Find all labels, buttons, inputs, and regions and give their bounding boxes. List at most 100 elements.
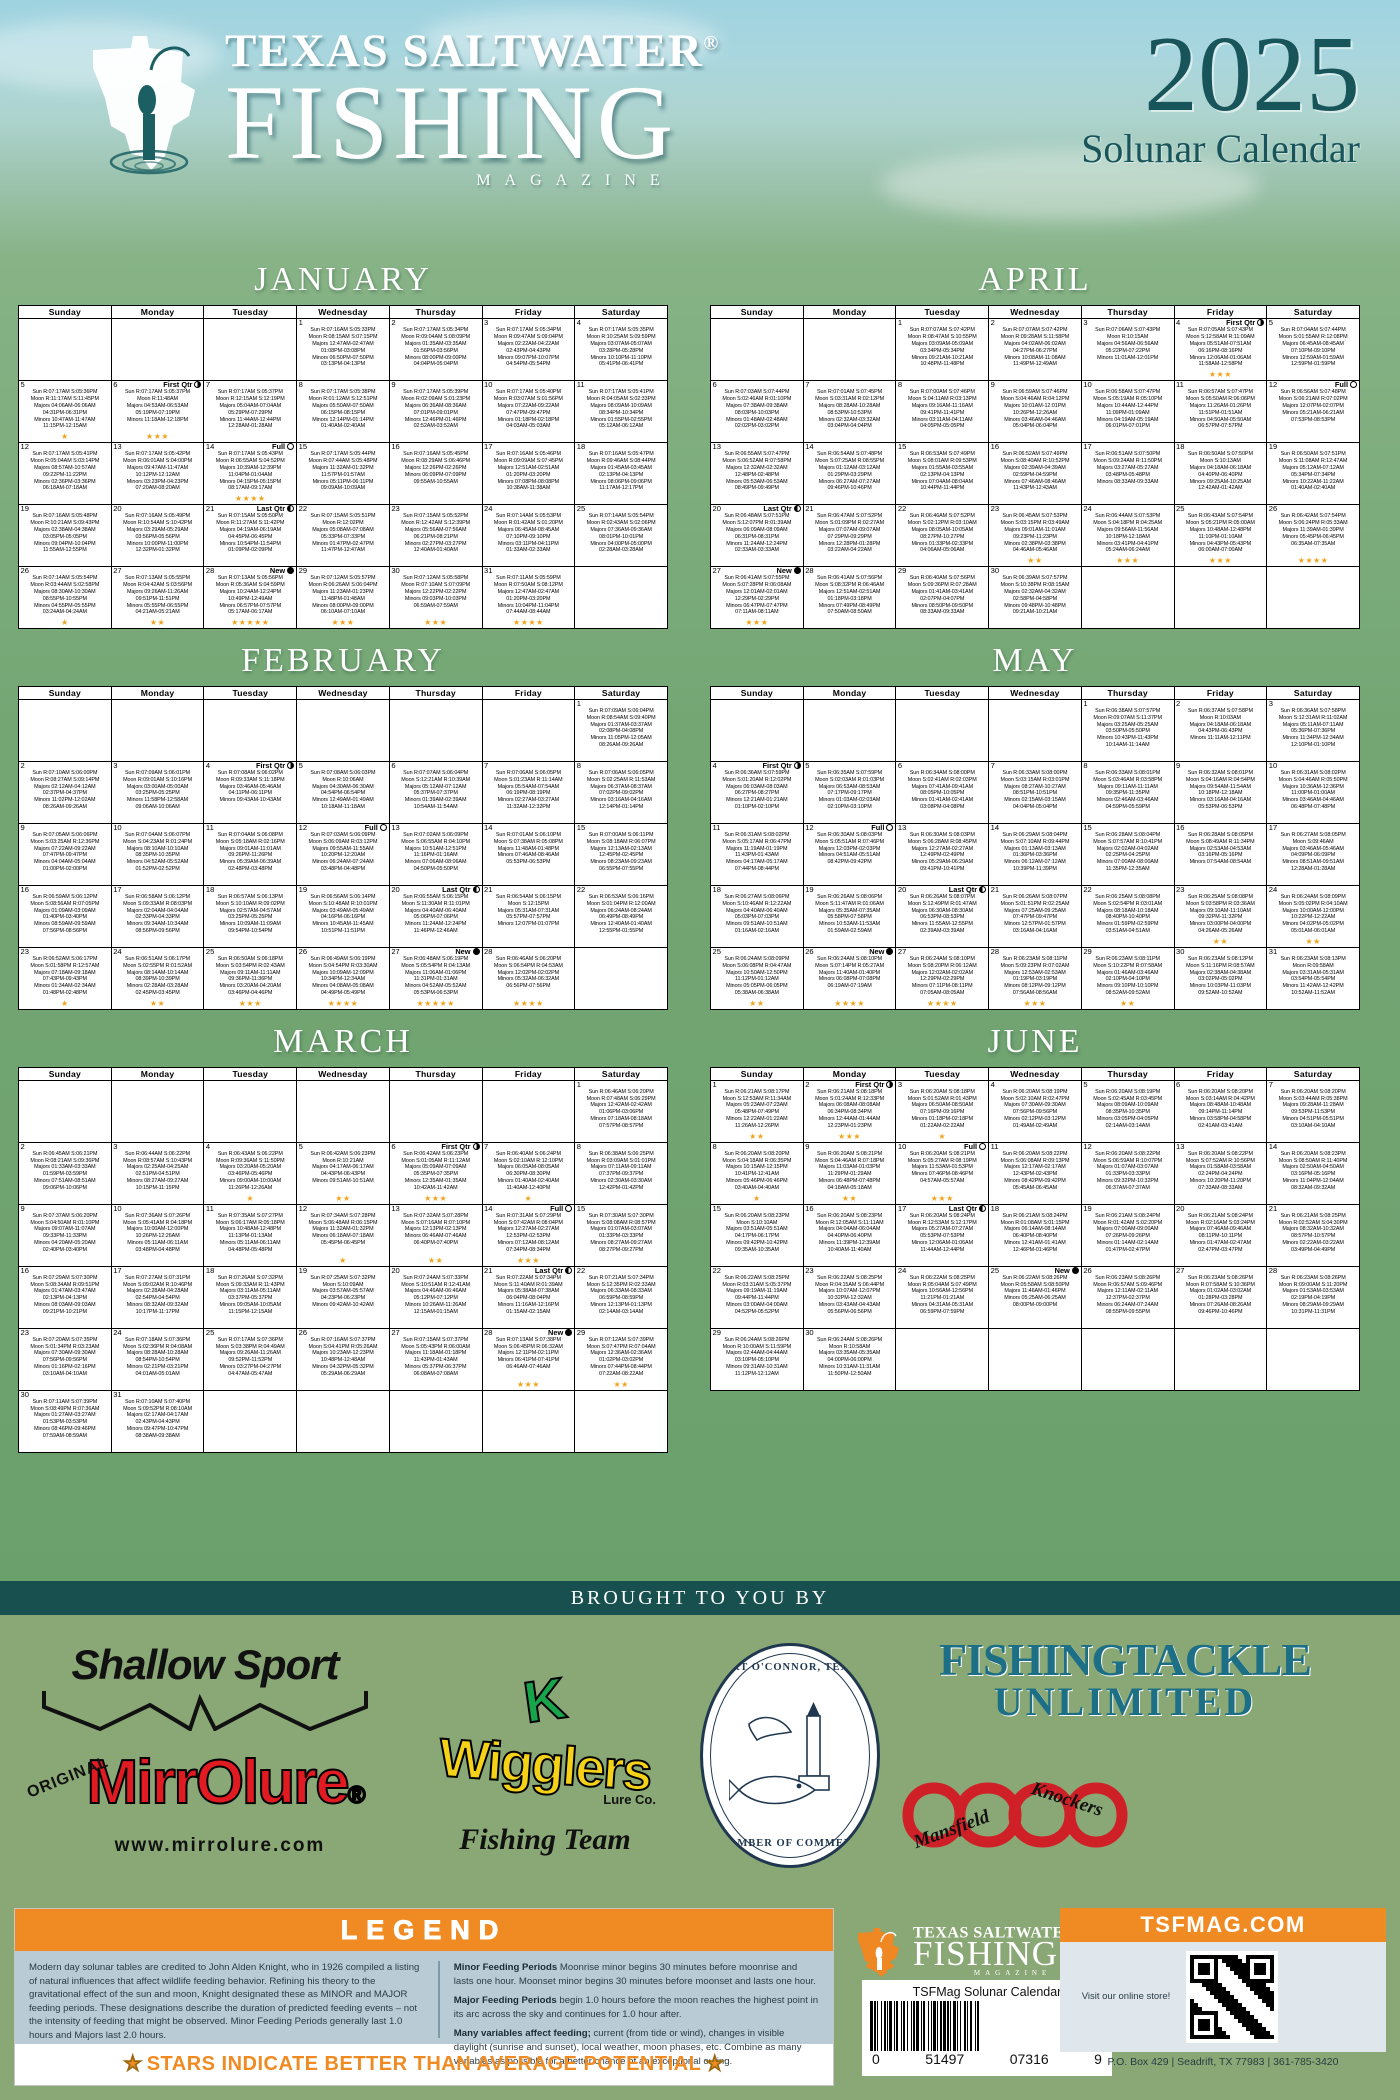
calendar-day-cell[interactable]: 21 Sun R:06:26AM S:08:07PM Moon S:01:51PM … — [988, 884, 1082, 948]
calendar-day-cell[interactable]: 2 Sun R:06:37AM S:07:58PM Moon R:10:03AM Ma… — [1173, 698, 1268, 762]
calendar-day-cell[interactable]: 9 Sun R:06:20AM S:08:21PM Moon S:04:46AM R… — [802, 1141, 897, 1205]
calendar-day-cell[interactable]: 29 Sun R:07:12AM S:05:57PM Moon R:06:26AM … — [296, 565, 390, 629]
calendar-day-cell[interactable]: 14 Full Sun R:07:31AM S:07:29PM Moon S:07:4… — [481, 1203, 576, 1267]
calendar-day-cell[interactable]: 11 Sun R:06:31AM S:08:02PM Moon S:05:17AM … — [710, 822, 804, 886]
calendar-day-cell[interactable]: 18 Sun R:07:16AM S:05:47PM Moon R:09:46AM … — [574, 441, 668, 505]
calendar-day-cell[interactable]: 10 Full Sun R:06:20AM S:08:21PM Moon S:05:2… — [895, 1141, 990, 1205]
sponsor-kwigglers[interactable]: KWigglers Lure Co. Fishing Team — [420, 1664, 670, 1857]
calendar-day-cell[interactable]: 16 Sun R:07:16AM S:05:45PM Moon R:08:29AM … — [388, 441, 483, 505]
calendar-day-cell[interactable]: 10 Sun R:07:04AM S:06:07PM Moon S:04:23AM … — [110, 822, 205, 886]
calendar-day-cell[interactable]: 12 Full Sun R:06:30AM S:08:03PM Moon S:05:5… — [802, 822, 897, 886]
calendar-day-cell[interactable]: 2 Sun R:07:17AM S:05:34PM Moon R:09:04AM S… — [388, 317, 483, 381]
calendar-day-cell[interactable]: 17 Sun R:07:27AM S:07:31PM Moon S:09:02AM … — [110, 1265, 205, 1329]
calendar-day-cell[interactable]: 20 Sun R:07:16AM S:05:49PM Moon R:10:54AM … — [110, 503, 205, 567]
calendar-day-cell[interactable]: 18 Sun R:06:57AM S:06:13PM Moon S:10:10AM … — [203, 884, 298, 948]
calendar-day-cell[interactable]: 3 Sun R:07:17AM S:05:34PM Moon R:09:47AM S… — [481, 317, 576, 381]
calendar-day-cell[interactable]: 2 First Qtr Sun R:06:21AM S:08:18PM Moon S:… — [802, 1079, 897, 1143]
calendar-day-cell[interactable]: 17 Sun R:06:51AM S:07:50PM Moon S:09:24AM … — [1080, 441, 1175, 505]
calendar-day-cell[interactable]: 1 Sun R:07:07AM S:07:42PM Moon R:08:47AM S… — [895, 317, 990, 381]
calendar-day-cell[interactable]: 18 Sun R:06:50AM S:07:50PM Moon S:10:13AM M… — [1173, 441, 1268, 505]
calendar-day-cell[interactable]: 18 Sun R:07:26AM S:07:32PM Moon S:09:33AM … — [203, 1265, 298, 1329]
calendar-day-cell[interactable]: 17 Last Qtr Sun R:06:20AM S:08:24PM Moon R:… — [895, 1203, 990, 1267]
calendar-day-cell[interactable]: 14 Sun R:06:29AM S:08:04PM Moon S:07:10AM … — [988, 822, 1082, 886]
calendar-day-cell[interactable]: 2 Sun R:07:10AM S:06:00PM Moon R:08:27AM S… — [18, 760, 112, 824]
calendar-day-cell[interactable]: 5 Sun R:06:35AM S:07:59PM Moon S:02:03AM R… — [802, 760, 897, 824]
calendar-day-cell[interactable]: 6 Sun R:07:07AM S:06:04PM Moon S:12:21AM R… — [388, 760, 483, 824]
calendar-day-cell[interactable]: 14 Sun R:06:20AM S:08:23PM Moon S:08:50AM … — [1266, 1141, 1360, 1205]
calendar-day-cell[interactable]: 28 New Sun R:07:13AM S:05:56PM Moon R:05:36… — [203, 565, 298, 629]
calendar-day-cell[interactable]: 21 Last Qtr Sun R:07:22AM S:07:34PM Moon S:… — [481, 1265, 576, 1329]
calendar-day-cell[interactable]: 6 Sun R:07:03AM S:07:44PM Moon S:02:46AM R… — [710, 379, 804, 443]
calendar-day-cell[interactable]: 9 Sun R:06:32AM S:08:01PM Moon S:04:16AM R… — [1173, 760, 1268, 824]
calendar-day-cell[interactable]: 22 Sun R:06:22AM S:08:25PM Moon R:03:31AM … — [710, 1265, 804, 1329]
calendar-day-cell[interactable]: 21 Last Qtr Sun R:07:15AM S:05:50PM Moon R:… — [203, 503, 298, 567]
calendar-day-cell[interactable]: 10 Sun R:07:36AM S:07:26PM Moon S:05:41AM … — [110, 1203, 205, 1267]
calendar-day-cell[interactable]: 8 Sun R:07:00AM S:07:46PM Moon S:04:11AM R… — [895, 379, 990, 443]
calendar-day-cell[interactable]: 16 Sun R:07:29AM S:07:30PM Moon S:08:34AM … — [18, 1265, 112, 1329]
calendar-day-cell[interactable]: 27 Sun R:06:24AM S:08:10PM Moon S:08:20PM … — [895, 946, 990, 1010]
calendar-day-cell[interactable]: 7 Sun R:07:17AM S:05:37PM Moon R:12:15AM S… — [203, 379, 298, 443]
mirrolure-url[interactable]: www.mirrolure.com — [114, 1835, 326, 1856]
calendar-day-cell[interactable]: 5 Sun R:07:08AM S:06:03PM Moon R:10:06AM Ma… — [296, 760, 390, 824]
calendar-day-cell[interactable]: 29 Sun R:06:40AM S:07:56PM Moon S:09:36PM … — [895, 565, 990, 629]
calendar-day-cell[interactable]: 29 Sun R:06:23AM S:08:11PM Moon S:10:22PM … — [1080, 946, 1175, 1010]
calendar-day-cell[interactable]: 27 Sun R:06:23AM S:08:26PM Moon R:07:58AM … — [1173, 1265, 1268, 1329]
calendar-day-cell[interactable]: 19 Sun R:06:21AM S:08:24PM Moon R:01:42AM … — [1080, 1203, 1175, 1267]
calendar-day-cell[interactable]: 28 Sun R:06:23AM S:08:11PM Moon S:09:23PM … — [988, 946, 1082, 1010]
calendar-day-cell[interactable]: 19 Sun R:06:26AM S:08:06PM Moon S:11:47AM … — [802, 884, 897, 948]
sponsor-shallow-sport[interactable]: Shallow Sport — [30, 1641, 380, 1736]
calendar-day-cell[interactable]: 22 Sun R:07:15AM S:05:51PM Moon R:12:02PM M… — [296, 503, 390, 567]
calendar-day-cell[interactable]: 15 Sun R:07:17AM S:05:44PM Moon R:07:44AM … — [296, 441, 390, 505]
calendar-day-cell[interactable]: 4 Sun R:07:17AM S:05:35PM Moon R:10:25AM S… — [574, 317, 668, 381]
calendar-day-cell[interactable]: 25 Sun R:06:43AM S:07:54PM Moon S:05:21PM … — [1173, 503, 1268, 567]
calendar-day-cell[interactable]: 11 Sun R:06:20AM S:08:22PM Moon S:06:08AM … — [988, 1141, 1082, 1205]
calendar-day-cell[interactable]: 23 Sun R:06:52AM S:06:17PM Moon S:01:58PM … — [18, 946, 112, 1010]
calendar-day-cell[interactable]: 24 Sun R:06:51AM S:06:17PM Moon S:02:55PM … — [110, 946, 205, 1010]
calendar-day-cell[interactable]: 12 Sun R:06:20AM S:08:22PM Moon S:06:59AM … — [1080, 1141, 1175, 1205]
calendar-day-cell[interactable]: 6 Sun R:06:20AM S:08:20PM Moon S:03:14AM R… — [1173, 1079, 1268, 1143]
calendar-day-cell[interactable]: 2 Sun R:06:45AM S:06:21PM Moon R:08:21AM S… — [18, 1141, 112, 1205]
calendar-day-cell[interactable]: 11 Sun R:07:17AM S:05:41PM Moon R:04:05AM … — [574, 379, 668, 443]
calendar-day-cell[interactable]: 25 New Sun R:06:22AM S:08:26PM Moon R:05:58… — [988, 1265, 1082, 1329]
calendar-day-cell[interactable]: 28 Sun R:06:46AM S:06:20PM Moon S:06:54PM … — [481, 946, 576, 1010]
calendar-day-cell[interactable]: 30 Sun R:06:39AM S:07:57PM Moon S:10:38PM … — [988, 565, 1082, 629]
calendar-day-cell[interactable]: 13 Sun R:06:55AM S:07:47PM Moon S:06:52AM … — [710, 441, 804, 505]
calendar-day-cell[interactable]: 30 Sun R:07:11AM S:07:39PM Moon S:08:49PM … — [18, 1389, 112, 1453]
calendar-day-cell[interactable]: 4 Sun R:06:20AM S:08:19PM Moon S:02:10AM R… — [988, 1079, 1082, 1143]
calendar-day-cell[interactable]: 4 First Qtr Sun R:07:08AM S:06:02PM Moon R:… — [203, 760, 298, 824]
calendar-day-cell[interactable]: 10 Sun R:07:17AM S:05:40PM Moon R:03:07AM … — [481, 379, 576, 443]
calendar-day-cell[interactable]: 1 Sun R:06:38AM S:07:57PM Moon R:09:07AM S… — [1080, 698, 1175, 762]
calendar-day-cell[interactable]: 30 Sun R:07:12AM S:05:58PM Moon R:07:10AM … — [388, 565, 483, 629]
calendar-day-cell[interactable]: 5 Sun R:06:20AM S:08:19PM Moon S:02:45AM R… — [1080, 1079, 1175, 1143]
calendar-day-cell[interactable]: 21 Sun R:06:54AM S:06:15PM Moon S:12:15PM M… — [481, 884, 576, 948]
tsfmag-site-bar[interactable]: TSFMAG.COM — [1060, 1908, 1386, 1942]
calendar-day-cell[interactable]: 14 Sun R:07:01AM S:06:10PM Moon S:07:38AM … — [481, 822, 576, 886]
calendar-day-cell[interactable]: 15 Sun R:07:00AM S:06:11PM Moon S:08:18AM … — [574, 822, 668, 886]
calendar-day-cell[interactable]: 11 Sun R:07:35AM S:07:27PM Moon S:06:17AM … — [203, 1203, 298, 1267]
calendar-day-cell[interactable]: 7 Sun R:06:40AM S:06:24PM Moon S:02:10AM R… — [481, 1141, 576, 1205]
calendar-day-cell[interactable]: 15 Sun R:06:28AM S:08:04PM Moon S:07:57AM … — [1080, 822, 1175, 886]
calendar-day-cell[interactable]: 10 Sun R:06:31AM S:08:02PM Moon S:04:46AM … — [1266, 760, 1360, 824]
calendar-day-cell[interactable]: 14 Full Sun R:07:17AM S:05:43PM Moon R:06:5… — [203, 441, 298, 505]
calendar-day-cell[interactable]: 11 Sun R:07:04AM S:06:08PM Moon S:05:18AM … — [203, 822, 298, 886]
calendar-day-cell[interactable]: 22 Sun R:06:53AM S:06:16PM Moon S:01:04PM … — [574, 884, 668, 948]
calendar-day-cell[interactable]: 20 Last Qtr Sun R:06:26AM S:08:07PM Moon S:… — [895, 884, 990, 948]
calendar-day-cell[interactable]: 3 Sun R:06:44AM S:06:22PM Moon R:08:57AM S… — [110, 1141, 205, 1205]
sponsor-mirrolure[interactable]: ORIGINAL MirrOlure® www.mirrolure.com — [15, 1747, 395, 1857]
calendar-day-cell[interactable]: 23 Sun R:07:20AM S:07:35PM Moon S:01:34PM … — [18, 1327, 112, 1391]
calendar-day-cell[interactable]: 26 Sun R:07:14AM S:05:54PM Moon R:03:44AM … — [18, 565, 112, 629]
calendar-day-cell[interactable]: 12 Sun R:07:34AM S:07:28PM Moon S:06:48AM … — [296, 1203, 390, 1267]
calendar-day-cell[interactable]: 6 Sun R:06:34AM S:08:00PM Moon S:02:41AM R… — [895, 760, 990, 824]
calendar-day-cell[interactable]: 13 Sun R:06:30AM S:08:03PM Moon S:06:28AM … — [895, 822, 990, 886]
calendar-day-cell[interactable]: 22 Sun R:06:25AM S:08:08PM Moon S:02:54PM … — [1080, 884, 1175, 948]
calendar-day-cell[interactable]: 17 Sun R:06:58AM S:06:12PM Moon S:09:33AM … — [110, 884, 205, 948]
calendar-day-cell[interactable]: 23 Sun R:07:15AM S:05:52PM Moon R:12:42AM … — [388, 503, 483, 567]
calendar-day-cell[interactable]: 27 New Sun R:06:48AM S:06:19PM Moon S:05:54… — [388, 946, 483, 1010]
calendar-day-cell[interactable]: 24 Sun R:06:44AM S:07:53PM Moon S:04:18PM … — [1080, 503, 1175, 567]
calendar-day-cell[interactable]: 20 Last Qtr Sun R:06:55AM S:06:15PM Moon S:… — [388, 884, 483, 948]
calendar-day-cell[interactable]: 7 Sun R:06:20AM S:08:20PM Moon S:03:44AM R… — [1266, 1079, 1360, 1143]
calendar-day-cell[interactable]: 28 Sun R:06:23AM S:08:26PM Moon R:09:00AM … — [1266, 1265, 1360, 1329]
calendar-day-cell[interactable]: 30 Sun R:06:23AM S:08:12PM Moon S:11:16PM … — [1173, 946, 1268, 1010]
calendar-day-cell[interactable]: 31 Sun R:06:23AM S:08:13PM Moon R:09:58AM M… — [1266, 946, 1360, 1010]
calendar-day-cell[interactable]: 13 Sun R:06:20AM S:08:22PM Moon S:07:52AM … — [1173, 1141, 1268, 1205]
